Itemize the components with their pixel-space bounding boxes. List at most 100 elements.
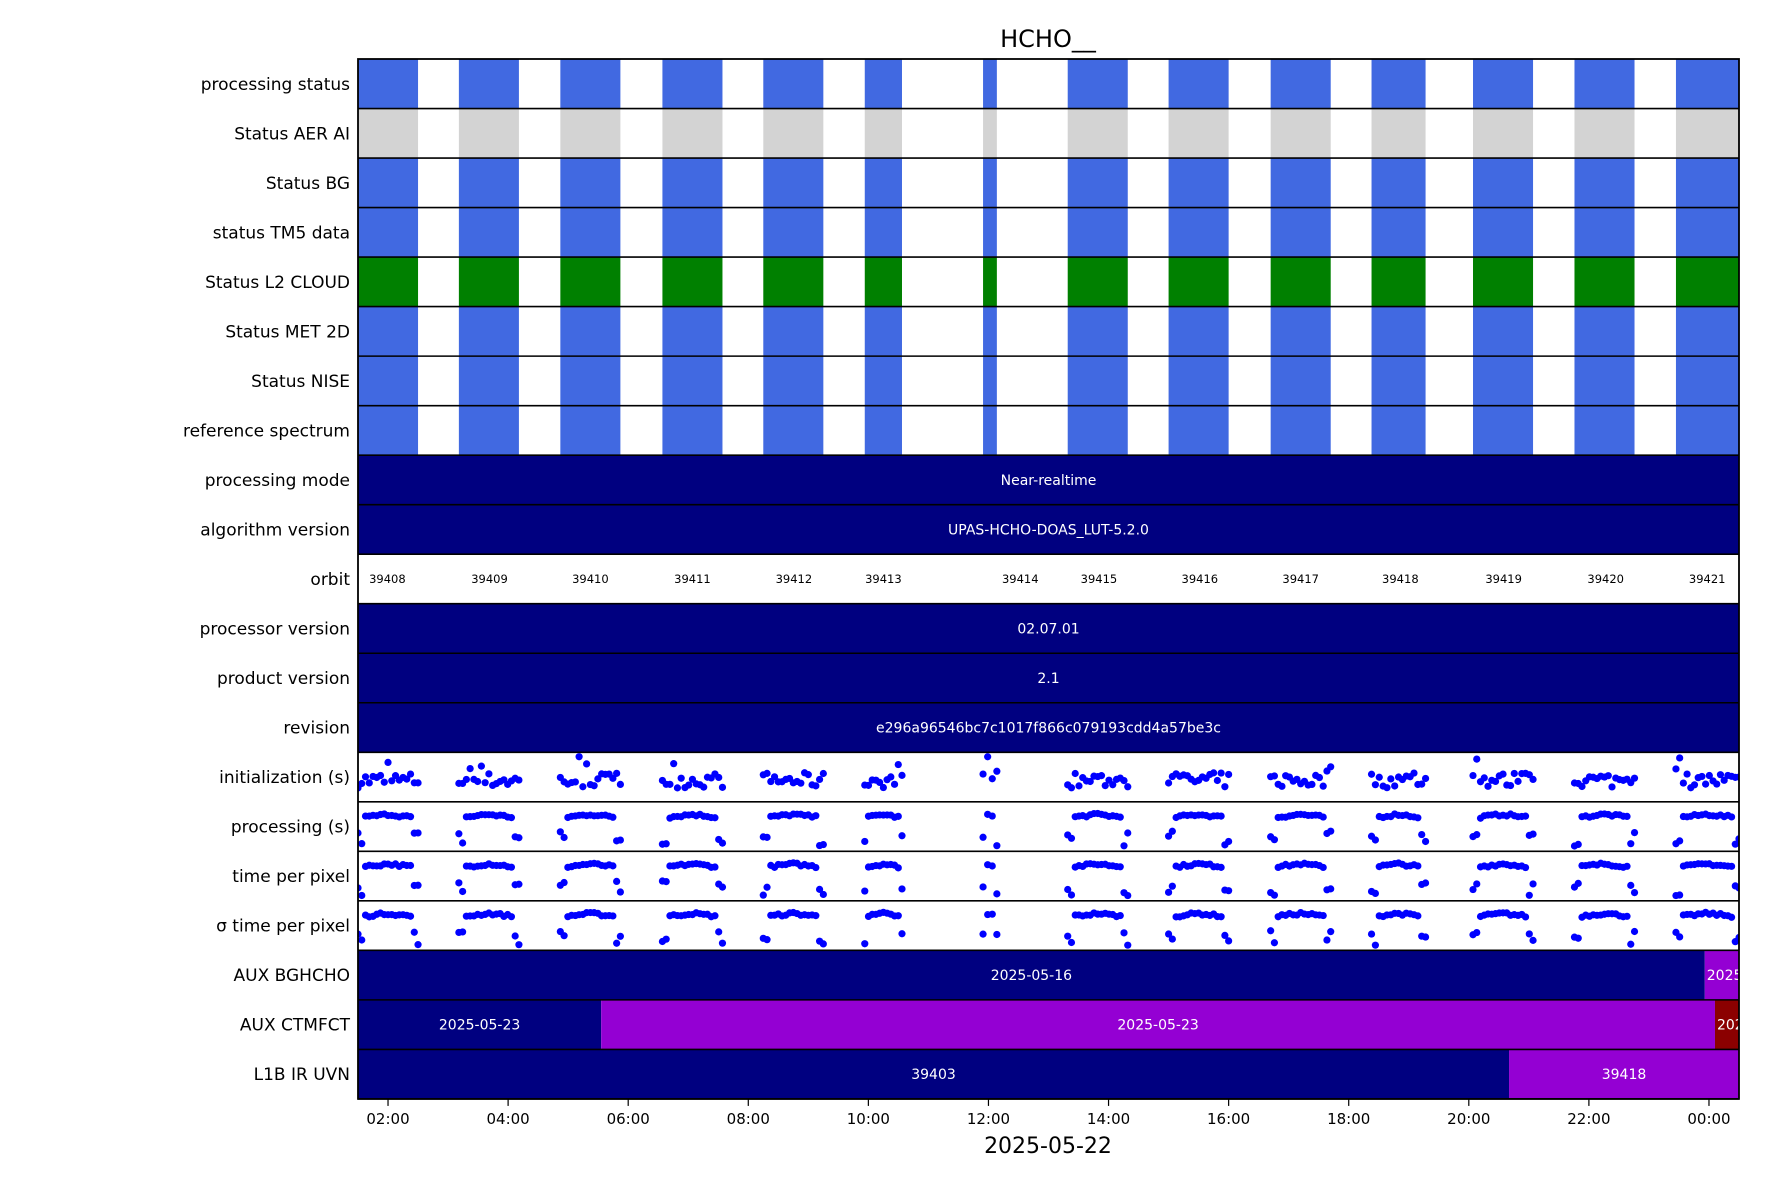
scatter-point-time-per-pixel xyxy=(560,878,568,887)
scatter-point-initialization-s xyxy=(718,783,727,791)
granule-status-nise xyxy=(1675,356,1739,406)
scatter-point-initialization-s xyxy=(804,771,812,779)
scatter-point-initialization-s xyxy=(1630,774,1639,782)
scatter-point-time-per-pixel xyxy=(358,891,366,900)
orbit-label: 39416 xyxy=(1182,572,1219,586)
granule-status-met-2d xyxy=(662,306,723,357)
scatter-point-time-per-pixel xyxy=(1676,891,1684,899)
scatter-point-sigma-time-per-pixel xyxy=(1623,912,1631,920)
scatter-point-time-per-pixel xyxy=(894,864,902,872)
scatter-point-time-per-pixel xyxy=(1525,891,1533,899)
granule-reference-spectrum xyxy=(1270,405,1331,456)
orbit-label: 39418 xyxy=(1382,572,1419,586)
x-axis-label: 2025-05-22 xyxy=(984,1134,1112,1159)
scatter-point-initialization-s xyxy=(1101,781,1109,790)
orbit-label: 39419 xyxy=(1485,572,1522,586)
x-tick-label: 08:00 xyxy=(727,1110,770,1128)
granule-status-aer-ai xyxy=(358,108,419,159)
scatter-point-sigma-time-per-pixel xyxy=(1120,929,1128,937)
granule-status-bg xyxy=(864,158,902,208)
granule-reference-spectrum xyxy=(1168,405,1229,456)
scatter-point-initialization-s xyxy=(1270,772,1279,780)
scatter-point-processing-s xyxy=(1623,812,1631,821)
scatter-point-processing-s xyxy=(718,839,727,847)
scatter-point-initialization-s xyxy=(670,760,678,768)
granule-status-bg xyxy=(1473,158,1534,208)
granule-status-aer-ai xyxy=(1574,108,1635,159)
scatter-point-time-per-pixel xyxy=(711,863,719,871)
scatter-point-sigma-time-per-pixel xyxy=(715,928,723,936)
scatter-point-processing-s xyxy=(1067,834,1076,842)
granule-status-nise xyxy=(358,356,419,406)
segment-label-l1b-ir-uvn: 39403 xyxy=(911,1067,956,1083)
scatter-point-sigma-time-per-pixel xyxy=(1630,927,1639,936)
scatter-point-initialization-s xyxy=(887,773,895,781)
granule-status-tm5-data xyxy=(1371,207,1426,258)
orbit-label: 39409 xyxy=(471,572,508,586)
scatter-point-initialization-s xyxy=(1421,774,1430,783)
segment-product-version xyxy=(358,653,1739,703)
orbit-label: 39412 xyxy=(776,572,813,586)
scatter-point-processing-s xyxy=(1371,836,1379,844)
scatter-point-time-per-pixel xyxy=(406,861,415,870)
granule-status-l2-cloud xyxy=(1270,257,1331,307)
scatter-point-initialization-s xyxy=(583,760,591,768)
scatter-point-initialization-s xyxy=(376,771,385,780)
scatter-point-initialization-s xyxy=(1375,773,1383,781)
scatter-point-initialization-s xyxy=(673,784,682,792)
scatter-point-time-per-pixel xyxy=(507,863,516,871)
scatter-point-time-per-pixel xyxy=(1064,885,1072,894)
scatter-point-initialization-s xyxy=(1109,781,1117,789)
scatter-point-processing-s xyxy=(763,833,771,841)
scatter-point-initialization-s xyxy=(763,769,771,777)
scatter-point-processing-s xyxy=(1168,827,1176,835)
x-tick-label: 00:00 xyxy=(1687,1110,1730,1128)
granule-status-aer-ai xyxy=(1067,108,1128,159)
granule-processing-status xyxy=(864,59,902,109)
scatter-point-initialization-s xyxy=(590,782,598,790)
scatter-point-processing-s xyxy=(515,834,523,842)
scatter-point-processing-s xyxy=(988,812,996,820)
scatter-point-time-per-pixel xyxy=(616,888,624,896)
scatter-point-processing-s xyxy=(1630,828,1639,837)
scatter-point-initialization-s xyxy=(1308,780,1316,788)
row-label-processing-status: processing status xyxy=(201,75,350,95)
scatter-point-initialization-s xyxy=(1371,781,1379,789)
granule-status-l2-cloud xyxy=(1371,257,1426,307)
granule-processing-status xyxy=(560,59,621,109)
granule-status-tm5-data xyxy=(1270,207,1331,258)
granule-status-aer-ai xyxy=(458,108,519,159)
granule-processing-status xyxy=(1473,59,1534,109)
scatter-point-processing-s xyxy=(979,833,987,841)
scatter-point-initialization-s xyxy=(979,770,987,778)
scatter-point-initialization-s xyxy=(1327,763,1335,771)
granule-status-bg xyxy=(1574,158,1635,208)
granule-status-bg xyxy=(1371,158,1426,208)
segment-processor-version xyxy=(358,603,1739,654)
granule-status-l2-cloud xyxy=(458,257,519,307)
granule-status-l2-cloud xyxy=(662,257,723,307)
scatter-point-initialization-s xyxy=(1210,769,1218,777)
scatter-point-sigma-time-per-pixel xyxy=(1064,932,1072,940)
scatter-point-initialization-s xyxy=(1499,770,1507,778)
scatter-point-sigma-time-per-pixel xyxy=(1323,936,1331,944)
scatter-point-time-per-pixel xyxy=(1630,889,1639,897)
scatter-point-processing-s xyxy=(1217,812,1225,820)
scatter-point-initialization-s xyxy=(380,778,388,786)
scatter-point-time-per-pixel xyxy=(819,890,827,899)
granule-processing-status xyxy=(662,59,723,109)
row-label-processor-version: processor version xyxy=(200,619,350,639)
scatter-point-processing-s xyxy=(812,812,820,820)
granule-status-bg xyxy=(1675,158,1739,208)
scatter-point-initialization-s xyxy=(613,769,621,777)
scatter-point-processing-s xyxy=(1574,840,1582,848)
x-tick-label: 16:00 xyxy=(1207,1110,1250,1128)
x-tick-label: 02:00 xyxy=(366,1110,409,1128)
x-tick-label: 20:00 xyxy=(1447,1110,1490,1128)
scatter-point-sigma-time-per-pixel xyxy=(711,912,719,920)
granule-status-tm5-data xyxy=(864,207,902,258)
scatter-point-sigma-time-per-pixel xyxy=(988,910,996,918)
scatter-point-initialization-s xyxy=(1491,777,1500,786)
scatter-point-initialization-s xyxy=(1679,779,1687,787)
scatter-point-initialization-s xyxy=(984,753,992,761)
